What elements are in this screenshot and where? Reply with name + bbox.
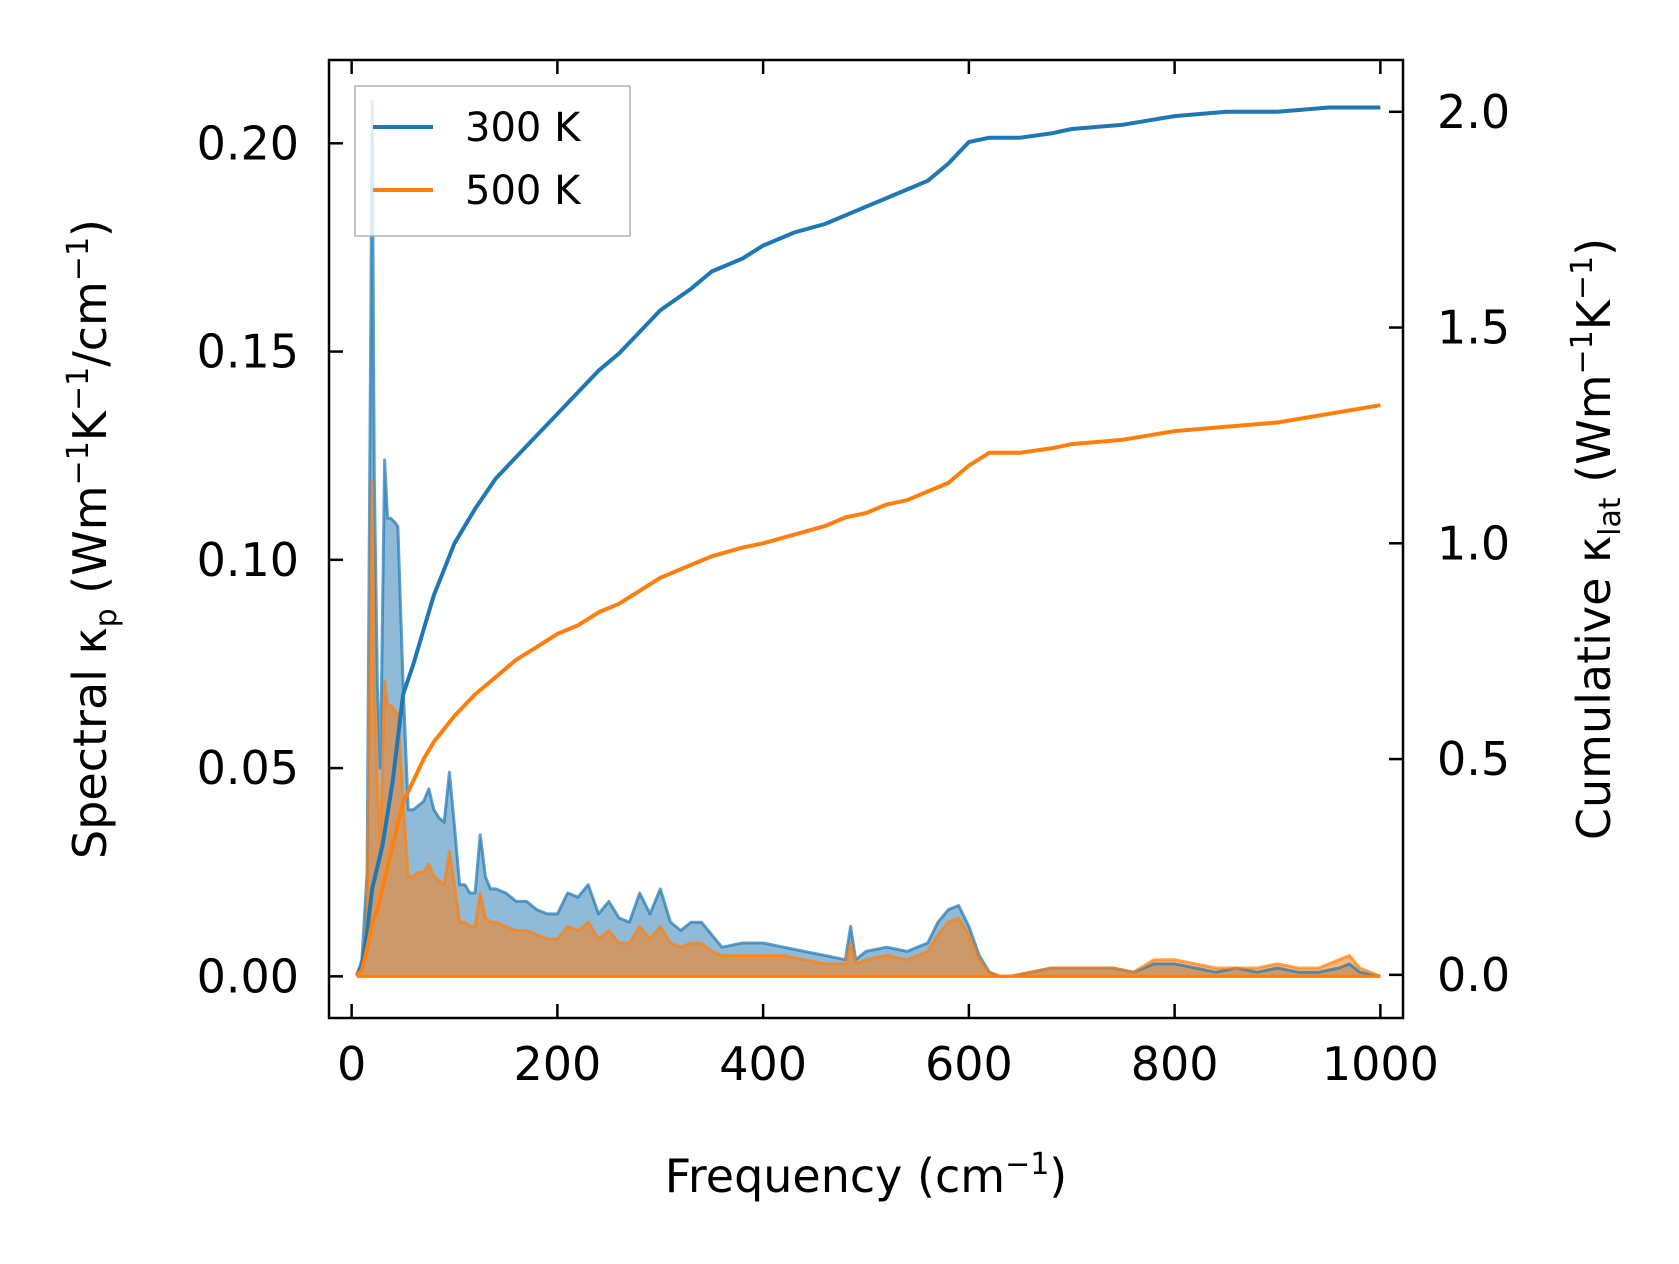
cumulative-line-500k bbox=[355, 403, 1381, 977]
y-left-title-sub: p bbox=[89, 608, 124, 627]
y-right-tick-label: 0.0 bbox=[1437, 948, 1510, 1002]
x-tick-label: 600 bbox=[925, 1037, 1013, 1091]
spectral-line-500k bbox=[355, 479, 1381, 978]
x-tick-label: 1000 bbox=[1322, 1037, 1439, 1091]
y-left-tick-label: 0.05 bbox=[197, 741, 299, 795]
y-left-title-sup1: −1 bbox=[61, 441, 96, 485]
y-left-tick-label: 0.10 bbox=[197, 533, 299, 587]
x-axis-title: Frequency (cm−1) bbox=[665, 1147, 1068, 1203]
spectral-fill-300k bbox=[356, 101, 1381, 977]
y-left-title-tail: ) bbox=[63, 219, 117, 237]
y-right-tick-label: 2.0 bbox=[1437, 85, 1510, 139]
y-left-title-mid2: K bbox=[63, 409, 117, 441]
y-right-title-sup1: −1 bbox=[1565, 330, 1600, 374]
x-axis-title-sup: −1 bbox=[1005, 1147, 1049, 1182]
y-right-title-sub: lat bbox=[1593, 497, 1628, 536]
legend-label-500k: 500 K bbox=[465, 168, 582, 214]
y-left-title-mid1: (Wm bbox=[63, 485, 117, 608]
y-right-tick-label: 1.0 bbox=[1437, 516, 1510, 570]
y-left-tick-label: 0.00 bbox=[197, 949, 299, 1003]
cumulative-line-300k bbox=[355, 105, 1381, 976]
y-right-tick-label: 1.5 bbox=[1437, 301, 1510, 355]
x-tick-label: 0 bbox=[337, 1037, 366, 1091]
y-right-title-pre: Cumulative κ bbox=[1567, 536, 1621, 840]
legend-frame bbox=[354, 85, 631, 237]
y-right-title-sup2: −1 bbox=[1565, 256, 1600, 300]
x-tick-label: 800 bbox=[1131, 1037, 1219, 1091]
spectral-fill-500k bbox=[356, 480, 1381, 977]
y-right-title-mid1: (Wm bbox=[1567, 374, 1621, 497]
ticks-group: 0 200 400 600 800 1000 0.00 0.05 0.10 0.15 0.20 0.0… bbox=[197, 60, 1510, 1091]
y-right-title-mid2: K bbox=[1567, 298, 1621, 330]
y-left-axis-title: Spectral κp (Wm−1K−1/cm−1) bbox=[61, 219, 124, 859]
series-lines-group bbox=[355, 100, 1381, 978]
y-left-tick-label: 0.15 bbox=[197, 325, 299, 379]
x-tick-label: 200 bbox=[513, 1037, 601, 1091]
legend-label-300k: 300 K bbox=[465, 105, 582, 151]
y-left-title-pre: Spectral κ bbox=[63, 627, 117, 859]
y-right-title-tail: ) bbox=[1567, 238, 1621, 256]
y-right-axis-title: Cumulative κlat (Wm−1K−1) bbox=[1565, 238, 1628, 840]
y-left-tick-label: 0.20 bbox=[197, 116, 299, 170]
y-right-tick-label: 0.5 bbox=[1437, 732, 1510, 786]
x-axis-title-main: Frequency (cm bbox=[665, 1149, 1005, 1203]
x-axis-title-tail: ) bbox=[1049, 1149, 1067, 1203]
y-left-title-sup2: −1 bbox=[61, 367, 96, 411]
spectral-fill-group bbox=[356, 101, 1381, 977]
legend: 300 K 500 K bbox=[354, 85, 631, 237]
plot-frame bbox=[327, 58, 1405, 1020]
x-tick-label: 400 bbox=[719, 1037, 807, 1091]
y-left-title-mid3: /cm bbox=[63, 281, 117, 367]
y-left-title-sup3: −1 bbox=[61, 237, 96, 281]
